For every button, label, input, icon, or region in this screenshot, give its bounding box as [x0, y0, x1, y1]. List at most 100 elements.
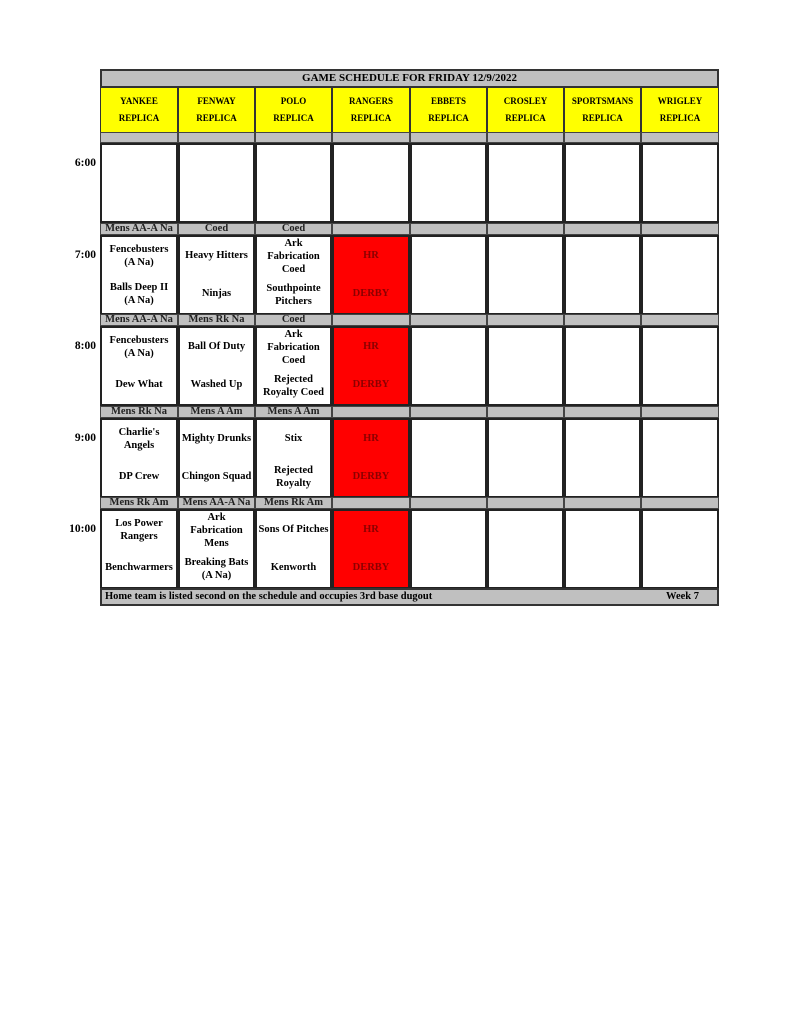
game-cell: Mighty Drunks Chingon Squad [178, 418, 255, 498]
division-label [178, 132, 255, 143]
game-bottom: DERBY [352, 471, 390, 483]
game-top [448, 420, 450, 458]
game-top: Ball Of Duty [187, 341, 246, 353]
game-top [448, 328, 450, 366]
game-top [679, 237, 681, 275]
division-label [641, 314, 719, 326]
game-cell [487, 418, 564, 498]
game-top [448, 145, 450, 183]
game-cell: Fencebusters (A Na) Dew What [100, 326, 178, 406]
game-bottom: Balls Deep II (A Na) [109, 281, 169, 306]
division-label: Mens A Am [178, 406, 255, 418]
time-label: 8:00 [74, 339, 96, 352]
footer-note: Home team is listed second on the schedu… [100, 588, 719, 606]
division-label [487, 406, 564, 418]
game-top [525, 511, 527, 549]
game-cell [641, 509, 719, 589]
division-label [641, 406, 719, 418]
field-name: FENWAY [197, 96, 236, 106]
game-top [602, 420, 604, 458]
game-cell [564, 326, 641, 406]
game-cell: Ark Fabrication Coed Southpointe Pitchers [255, 235, 332, 315]
game-cell [100, 143, 178, 223]
game-cell [410, 235, 487, 315]
game-bottom [602, 549, 604, 587]
game-bottom [602, 366, 604, 404]
game-top [602, 145, 604, 183]
field-name: CROSLEY [503, 96, 548, 106]
game-bottom [679, 183, 681, 221]
division-label [410, 497, 487, 509]
game-cell [178, 143, 255, 223]
game-top [679, 328, 681, 366]
division-label [332, 314, 410, 326]
game-bottom [448, 458, 450, 496]
game-top [679, 145, 681, 183]
game-cell [564, 509, 641, 589]
game-bottom: Rejected Royalty Coed [263, 373, 324, 398]
game-top: Fencebusters (A Na) [109, 243, 169, 268]
game-bottom [293, 183, 295, 221]
game-top [138, 145, 140, 183]
game-top: Los Power Rangers [115, 517, 163, 542]
field-name: WRIGLEY [657, 96, 703, 106]
game-cell [487, 509, 564, 589]
game-cell [487, 143, 564, 223]
division-label: Mens Rk Na [100, 406, 178, 418]
game-top [525, 328, 527, 366]
game-top: HR [363, 341, 379, 353]
game-top: Stix [284, 433, 303, 445]
division-label: Coed [255, 223, 332, 235]
division-label: Coed [255, 314, 332, 326]
division-label [641, 132, 719, 143]
game-top: Ark Fabrication Mens [190, 512, 243, 550]
field-header: POLO REPLICA [255, 87, 332, 133]
game-bottom: DERBY [352, 562, 390, 574]
division-label [332, 132, 410, 143]
game-cell [410, 509, 487, 589]
game-top: HR [363, 433, 379, 445]
division-label [410, 223, 487, 235]
division-label: Mens Rk Am [100, 497, 178, 509]
week-label: Week 7 [666, 591, 699, 603]
game-top [602, 511, 604, 549]
division-label [100, 132, 178, 143]
division-label [487, 132, 564, 143]
field-subtitle: REPLICA [505, 113, 546, 123]
division-label [332, 223, 410, 235]
game-cell: Ball Of Duty Washed Up [178, 326, 255, 406]
schedule-title: GAME SCHEDULE FOR FRIDAY 12/9/2022 [100, 69, 719, 88]
game-cell: Ark Fabrication Coed Rejected Royalty Coe… [255, 326, 332, 406]
game-bottom: Southpointe Pitchers [266, 282, 321, 307]
game-cell [641, 418, 719, 498]
game-cell [410, 326, 487, 406]
field-header: EBBETS REPLICA [410, 87, 487, 133]
game-bottom: Kenworth [270, 562, 317, 574]
game-bottom [370, 183, 372, 221]
game-bottom [525, 275, 527, 313]
game-top: Mighty Drunks [181, 433, 252, 445]
field-header: YANKEE REPLICA [100, 87, 178, 133]
field-subtitle: REPLICA [350, 113, 392, 123]
game-bottom: DERBY [352, 288, 390, 300]
game-cell [410, 143, 487, 223]
game-top [525, 237, 527, 275]
division-label: Coed [178, 223, 255, 235]
game-cell [641, 143, 719, 223]
game-top [448, 237, 450, 275]
field-subtitle: REPLICA [428, 113, 469, 123]
division-label [641, 497, 719, 509]
game-cell: HR DERBY [332, 326, 410, 406]
division-label [564, 497, 641, 509]
game-cell [410, 418, 487, 498]
game-bottom: Dew What [115, 379, 163, 391]
game-bottom [679, 549, 681, 587]
game-bottom: DP Crew [118, 471, 160, 483]
division-label [564, 223, 641, 235]
game-cell: Los Power Rangers Benchwarmers [100, 509, 178, 589]
game-bottom [679, 275, 681, 313]
game-top: Ark Fabrication Coed [267, 329, 320, 367]
game-bottom: Ninjas [201, 288, 232, 300]
game-bottom [525, 183, 527, 221]
